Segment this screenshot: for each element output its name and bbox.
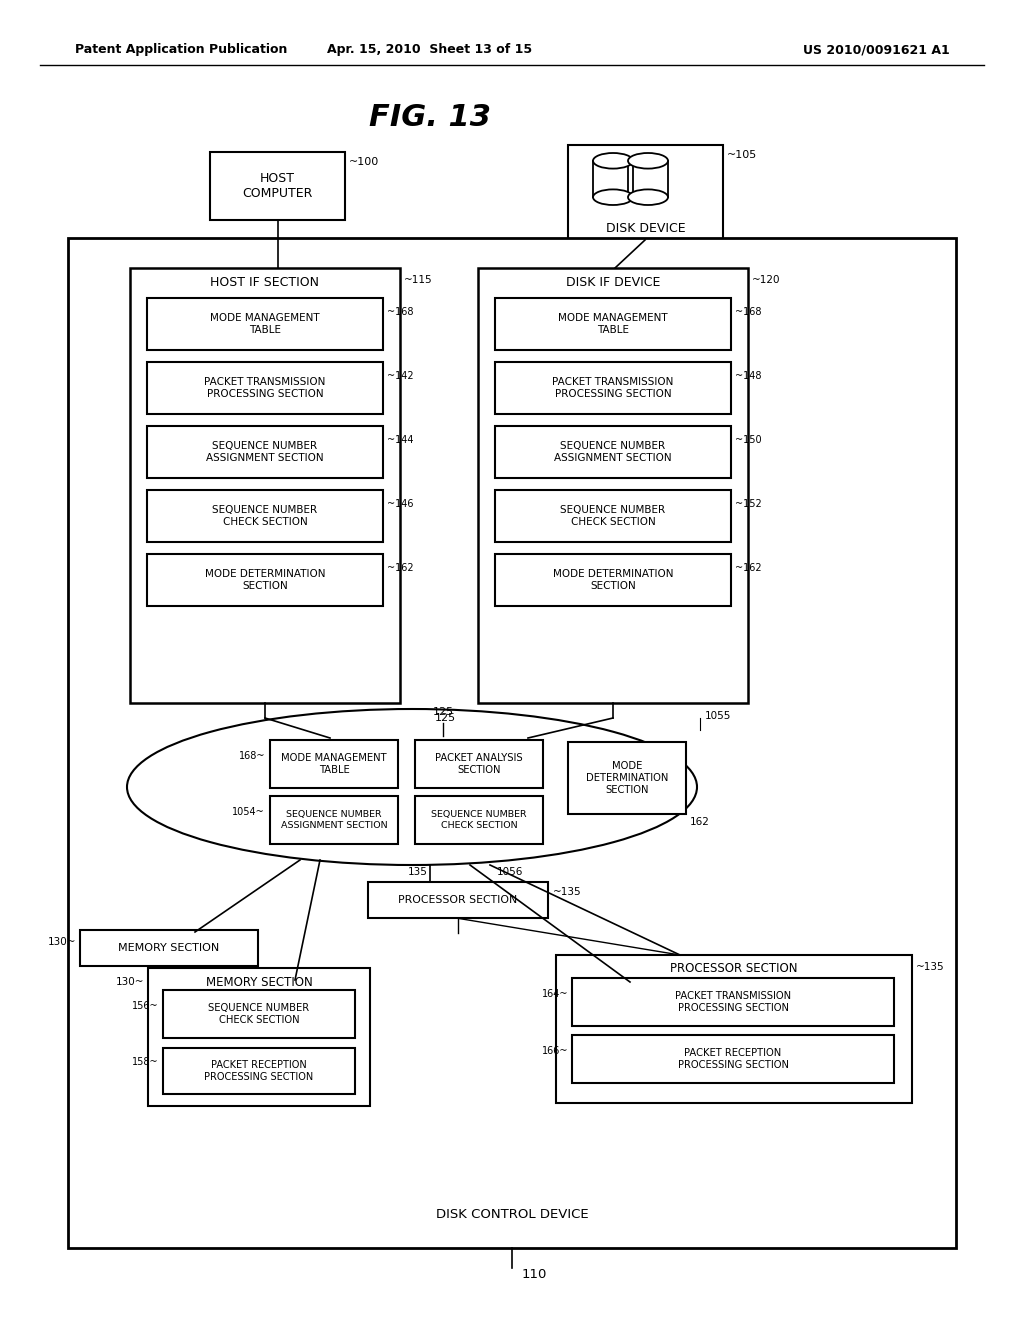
Text: ~148: ~148 — [735, 371, 762, 381]
Bar — [495, 362, 731, 414]
Text: ~135: ~135 — [916, 962, 944, 972]
Text: SEQUENCE NUMBER
CHECK SECTION: SEQUENCE NUMBER CHECK SECTION — [560, 506, 666, 527]
Bar — [147, 554, 383, 606]
Text: MODE DETERMINATION
SECTION: MODE DETERMINATION SECTION — [553, 569, 673, 591]
Text: PACKET TRANSMISSION
PROCESSING SECTION: PACKET TRANSMISSION PROCESSING SECTION — [205, 378, 326, 399]
Text: 130~: 130~ — [116, 977, 144, 987]
Text: MODE
DETERMINATION
SECTION: MODE DETERMINATION SECTION — [586, 762, 669, 795]
Ellipse shape — [628, 153, 668, 169]
Text: 168~: 168~ — [239, 751, 265, 762]
Ellipse shape — [628, 189, 668, 205]
Text: SEQUENCE NUMBER
ASSIGNMENT SECTION: SEQUENCE NUMBER ASSIGNMENT SECTION — [206, 441, 324, 463]
Text: 125: 125 — [432, 708, 454, 717]
Text: ~135: ~135 — [553, 887, 582, 898]
Bar — [148, 968, 370, 1106]
Text: MODE MANAGEMENT
TABLE: MODE MANAGEMENT TABLE — [282, 754, 387, 775]
Text: HOST IF SECTION: HOST IF SECTION — [211, 276, 319, 289]
Bar — [572, 978, 894, 1026]
Text: 1056: 1056 — [497, 867, 523, 876]
Text: ~162: ~162 — [735, 564, 762, 573]
Bar — [147, 490, 383, 543]
Text: FIG. 13: FIG. 13 — [369, 103, 490, 132]
Bar — [147, 298, 383, 350]
Text: 1054~: 1054~ — [232, 807, 265, 817]
Text: PACKET TRANSMISSION
PROCESSING SECTION: PACKET TRANSMISSION PROCESSING SECTION — [552, 378, 674, 399]
Ellipse shape — [593, 153, 633, 169]
Text: SEQUENCE NUMBER
ASSIGNMENT SECTION: SEQUENCE NUMBER ASSIGNMENT SECTION — [281, 810, 387, 830]
Text: ~120: ~120 — [752, 275, 780, 285]
Bar — [415, 796, 543, 843]
Text: MODE DETERMINATION
SECTION: MODE DETERMINATION SECTION — [205, 569, 326, 591]
Text: ~142: ~142 — [387, 371, 414, 381]
Text: HOST
COMPUTER: HOST COMPUTER — [243, 172, 312, 201]
Text: DISK DEVICE: DISK DEVICE — [605, 222, 685, 235]
Bar — [147, 362, 383, 414]
Text: 158~: 158~ — [132, 1057, 159, 1067]
Bar — [495, 298, 731, 350]
Text: ~150: ~150 — [735, 436, 762, 445]
Bar — [130, 268, 400, 704]
Bar — [270, 796, 398, 843]
Text: 162: 162 — [690, 817, 710, 828]
Bar — [556, 954, 912, 1104]
Text: MODE MANAGEMENT
TABLE: MODE MANAGEMENT TABLE — [558, 313, 668, 335]
Ellipse shape — [127, 709, 697, 865]
Text: 156~: 156~ — [132, 1001, 159, 1011]
Text: SEQUENCE NUMBER
CHECK SECTION: SEQUENCE NUMBER CHECK SECTION — [431, 810, 526, 830]
Text: ~100: ~100 — [349, 157, 379, 168]
Text: 130~: 130~ — [47, 937, 76, 946]
Text: ~152: ~152 — [735, 499, 762, 510]
Text: PACKET RECEPTION
PROCESSING SECTION: PACKET RECEPTION PROCESSING SECTION — [205, 1060, 313, 1082]
Text: SEQUENCE NUMBER
CHECK SECTION: SEQUENCE NUMBER CHECK SECTION — [212, 506, 317, 527]
Bar — [495, 490, 731, 543]
Text: SEQUENCE NUMBER
CHECK SECTION: SEQUENCE NUMBER CHECK SECTION — [209, 1003, 309, 1024]
Text: DISK IF DEVICE: DISK IF DEVICE — [566, 276, 660, 289]
Bar — [163, 1048, 355, 1094]
Text: ~168: ~168 — [387, 308, 414, 317]
Bar — [147, 426, 383, 478]
Bar — [368, 882, 548, 917]
Bar — [415, 741, 543, 788]
Bar — [210, 152, 345, 220]
Bar — [80, 931, 258, 966]
Bar — [495, 426, 731, 478]
Text: US 2010/0091621 A1: US 2010/0091621 A1 — [803, 44, 950, 57]
Bar — [568, 742, 686, 814]
Text: PROCESSOR SECTION: PROCESSOR SECTION — [398, 895, 517, 906]
Text: 125: 125 — [434, 713, 456, 723]
Text: MEMORY SECTION: MEMORY SECTION — [206, 975, 312, 989]
Text: DISK CONTROL DEVICE: DISK CONTROL DEVICE — [435, 1209, 589, 1221]
Text: ~105: ~105 — [727, 150, 758, 160]
Text: PACKET ANALYSIS
SECTION: PACKET ANALYSIS SECTION — [435, 754, 523, 775]
Text: PACKET TRANSMISSION
PROCESSING SECTION: PACKET TRANSMISSION PROCESSING SECTION — [675, 991, 792, 1012]
Text: MODE MANAGEMENT
TABLE: MODE MANAGEMENT TABLE — [210, 313, 319, 335]
Bar — [478, 268, 748, 704]
Text: SEQUENCE NUMBER
ASSIGNMENT SECTION: SEQUENCE NUMBER ASSIGNMENT SECTION — [554, 441, 672, 463]
Text: ~144: ~144 — [387, 436, 414, 445]
Text: Apr. 15, 2010  Sheet 13 of 15: Apr. 15, 2010 Sheet 13 of 15 — [328, 44, 532, 57]
Bar — [495, 554, 731, 606]
Bar — [572, 1035, 894, 1082]
Bar — [163, 990, 355, 1038]
Text: ~146: ~146 — [387, 499, 414, 510]
Text: 166~: 166~ — [542, 1045, 568, 1056]
Bar — [568, 145, 723, 240]
Text: PROCESSOR SECTION: PROCESSOR SECTION — [671, 962, 798, 975]
Bar — [68, 238, 956, 1247]
Ellipse shape — [593, 189, 633, 205]
Text: 1055: 1055 — [705, 711, 731, 721]
Text: ~115: ~115 — [404, 275, 432, 285]
Bar — [270, 741, 398, 788]
Text: 164~: 164~ — [542, 989, 568, 999]
Text: 135: 135 — [408, 867, 428, 876]
Text: Patent Application Publication: Patent Application Publication — [75, 44, 288, 57]
Text: MEMORY SECTION: MEMORY SECTION — [119, 942, 219, 953]
Text: PACKET RECEPTION
PROCESSING SECTION: PACKET RECEPTION PROCESSING SECTION — [678, 1048, 788, 1069]
Text: ~162: ~162 — [387, 564, 414, 573]
Text: ~168: ~168 — [735, 308, 762, 317]
Text: 110: 110 — [522, 1269, 548, 1282]
